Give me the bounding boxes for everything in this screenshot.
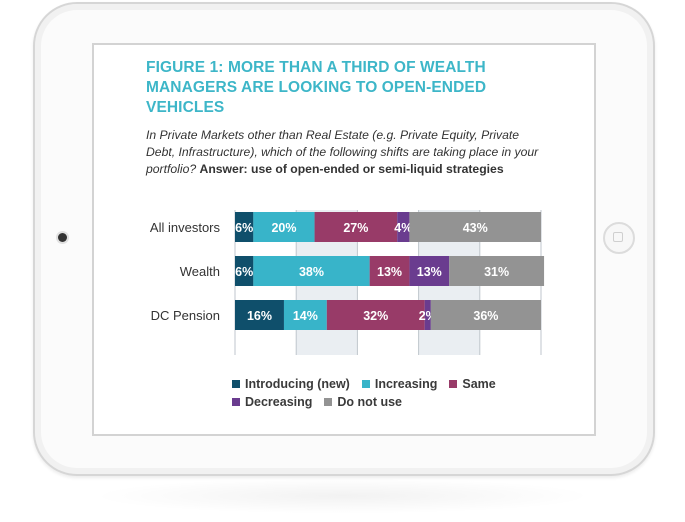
legend-swatch-do-not-use [324,398,333,406]
legend-label-increasing: Increasing [374,377,438,391]
legend-swatch-same [449,380,458,388]
bar-segment [409,256,450,286]
data-label: 13% [377,265,402,279]
data-label: 32% [363,309,388,323]
camera-icon [58,233,67,242]
legend-item-do-not-use: Do not use [324,393,402,411]
legend-row-2: Decreasing Do not use [232,393,562,411]
bar-segment [430,300,541,330]
legend-swatch-introducing [232,380,240,388]
category-label: All investors [150,220,221,235]
bar-segment [369,256,410,286]
data-label: 27% [343,221,368,235]
bar-segment [235,300,284,330]
legend-item-increasing: Increasing [361,375,438,393]
chart-legend: Introducing (new) Increasing Same Decrea… [232,375,562,411]
home-button[interactable] [603,222,635,254]
data-label: 16% [247,309,272,323]
bar-segment [326,300,425,330]
bar-segment [409,212,541,242]
legend-label-do-not-use: Do not use [337,395,402,409]
bar-segment [253,256,370,286]
data-label: 31% [484,265,509,279]
category-label: DC Pension [151,308,220,323]
data-label: 38% [299,265,324,279]
legend-row-1: Introducing (new) Increasing Same [232,375,562,393]
data-label: 14% [293,309,318,323]
data-label: 4% [394,221,412,235]
bar-segment [397,212,410,242]
legend-label-introducing: Introducing (new) [245,377,350,391]
bar-segment [424,300,431,330]
data-label: 6% [235,265,253,279]
data-label: 6% [235,221,253,235]
survey-question: In Private Markets other than Real Estat… [146,127,546,178]
bar-segment [235,256,254,286]
legend-item-same: Same [449,375,496,393]
data-label: 36% [473,309,498,323]
stacked-bar-chart: All investors 6% 20% 27% 4% 43% Wealth 6% 38% 13%… [150,210,545,355]
legend-label-decreasing: Decreasing [245,395,313,409]
legend-swatch-increasing [361,380,370,388]
legend-swatch-decreasing [232,398,240,406]
question-text: In Private Markets other than Real Estat… [146,128,539,176]
answer-text: Answer: use of open-ended or semi-liquid… [199,162,504,176]
data-label: 13% [417,265,442,279]
legend-item-introducing: Introducing (new) [232,375,350,393]
data-label: 20% [271,221,296,235]
legend-label-same: Same [462,377,496,391]
bar-segment [235,212,254,242]
bar-segment [253,212,315,242]
data-label: 43% [463,221,488,235]
bar-segment [314,212,398,242]
bar-segment [449,256,545,286]
bar-segment [283,300,327,330]
category-label: Wealth [180,264,220,279]
tablet-reflection [90,478,595,514]
legend-item-decreasing: Decreasing [232,393,312,411]
figure-title: FIGURE 1: MORE THAN A THIRD OF WEALTH MA… [146,59,487,116]
